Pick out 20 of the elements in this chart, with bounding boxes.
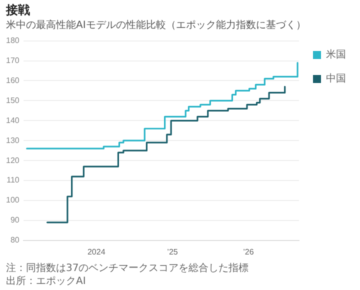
x-tick-label: ’26 — [243, 247, 254, 256]
chart-title: 接戦 — [6, 2, 30, 19]
chart-subtitle: 米中の最高性能AIモデルの性能比較（エポック能力指数に基づく） — [6, 18, 306, 32]
y-tick-label: 170 — [6, 56, 20, 65]
legend-label: 中国 — [326, 72, 346, 85]
y-tick-label: 130 — [6, 136, 20, 145]
y-tick-label: 160 — [6, 76, 20, 85]
x-tick-label: ’25 — [167, 247, 178, 256]
text: 注：同指数は37のベンチマークスコアを総合した指標 — [6, 262, 249, 275]
y-tick-label: 150 — [6, 96, 20, 105]
y-tick-label: 80 — [10, 236, 20, 245]
y-tick-label: 140 — [6, 116, 20, 125]
legend-label: 米国 — [326, 48, 346, 61]
y-tick-label: 110 — [6, 176, 20, 185]
y-tick-label: 120 — [6, 156, 20, 165]
y-tick-label: 90 — [10, 216, 20, 225]
y-tick-label: 180 — [6, 36, 20, 46]
y-tick-label: 100 — [6, 196, 20, 205]
x-tick-label: 2024 — [87, 247, 106, 256]
text: 出所：エポックAI — [6, 275, 87, 288]
